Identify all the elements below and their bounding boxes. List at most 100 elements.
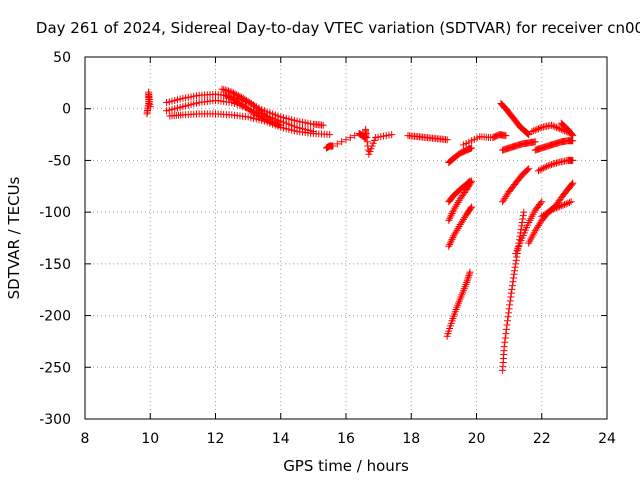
data-point [445,242,453,250]
data-point [225,93,233,101]
series-early-spike [143,88,154,118]
y-tick-label: 50 [53,50,71,66]
data-point [503,321,511,329]
data-point [536,124,544,132]
data-point [265,117,273,125]
data-point [552,159,560,167]
data-point [221,91,229,99]
data-point [464,273,472,281]
data-point [501,334,509,342]
data-point [448,210,456,218]
data-point [524,130,532,138]
data-point [528,127,536,135]
data-point [551,123,559,131]
data-point [511,267,519,275]
data-point [543,162,551,170]
x-tick-label: 18 [402,431,420,447]
data-point [564,199,572,207]
data-point [538,165,546,173]
data-point [557,202,565,210]
data-point [468,144,476,152]
y-tick-label: -50 [48,153,71,169]
y-tick-label: -100 [39,205,71,221]
data-point [509,278,517,286]
data-point [388,131,396,139]
data-point [467,204,475,212]
data-point [518,218,526,226]
data-point [513,253,521,261]
data-point [517,225,525,233]
data-point [533,125,541,133]
series-rise-3 [525,203,559,247]
data-point [549,160,557,168]
series-drop-1 [445,144,476,166]
series-drop-3 [445,177,476,224]
data-point [568,180,576,188]
data-point [363,134,371,142]
data-point [548,161,556,169]
data-point [465,272,473,280]
series-late-6 [557,119,577,140]
chart-title: Day 261 of 2024, Sidereal Day-to-day VTE… [36,19,640,37]
data-point [256,106,264,114]
data-point [220,86,228,94]
data-point [449,234,457,242]
data-point [557,125,565,133]
data-point [508,285,516,293]
data-point [468,177,476,185]
data-point [351,132,359,140]
axis-ticks: 8 10 12 14 16 18 20 22 24 50 0 -50 -100 -150 -200 -250 -… [39,50,616,447]
data-point [228,95,236,103]
data-point [223,92,231,100]
data-point [502,330,510,338]
data-point [562,200,570,208]
series-hump-2 [499,138,539,154]
data-point [539,164,547,172]
data-point [501,338,509,346]
data-point [362,125,370,133]
x-axis-title: GPS time / hours [283,457,409,475]
data-point [504,313,512,321]
data-point [556,125,564,133]
series-late-2 [534,156,577,175]
data-point [251,110,259,118]
data-point [552,123,560,131]
data-point [512,256,520,264]
series-flat-band [404,132,451,144]
data-point [565,198,573,206]
data-point [519,215,527,223]
data-point [267,118,275,126]
data-point [500,343,508,351]
series-mid-cluster [322,125,396,158]
data-point [518,222,526,230]
data-point [549,122,557,130]
y-axis-title: SDTVAR / TECUs [5,176,23,299]
data-point [465,270,473,278]
data-point [541,163,549,171]
series-deep-dip-1 [443,268,474,340]
data-point [254,112,262,120]
data-point [338,138,346,146]
x-tick-label: 10 [141,431,159,447]
series-arc-b [163,96,317,135]
data-point [234,92,242,100]
series-arc-c [166,110,334,139]
data-point [538,198,546,206]
series-late-4 [551,179,577,211]
data-point [561,201,569,209]
data-point [512,260,520,268]
data-point [510,270,518,278]
y-tick-label: -150 [39,257,71,273]
data-point [551,160,559,168]
data-point [329,142,337,150]
data-point [446,215,454,223]
data-point [252,111,260,119]
data-point [257,113,265,121]
data-point [264,116,272,124]
data-point [568,131,576,139]
data-point [569,156,577,164]
data-point [146,103,154,111]
data-point [346,134,354,142]
data-point [530,127,538,135]
